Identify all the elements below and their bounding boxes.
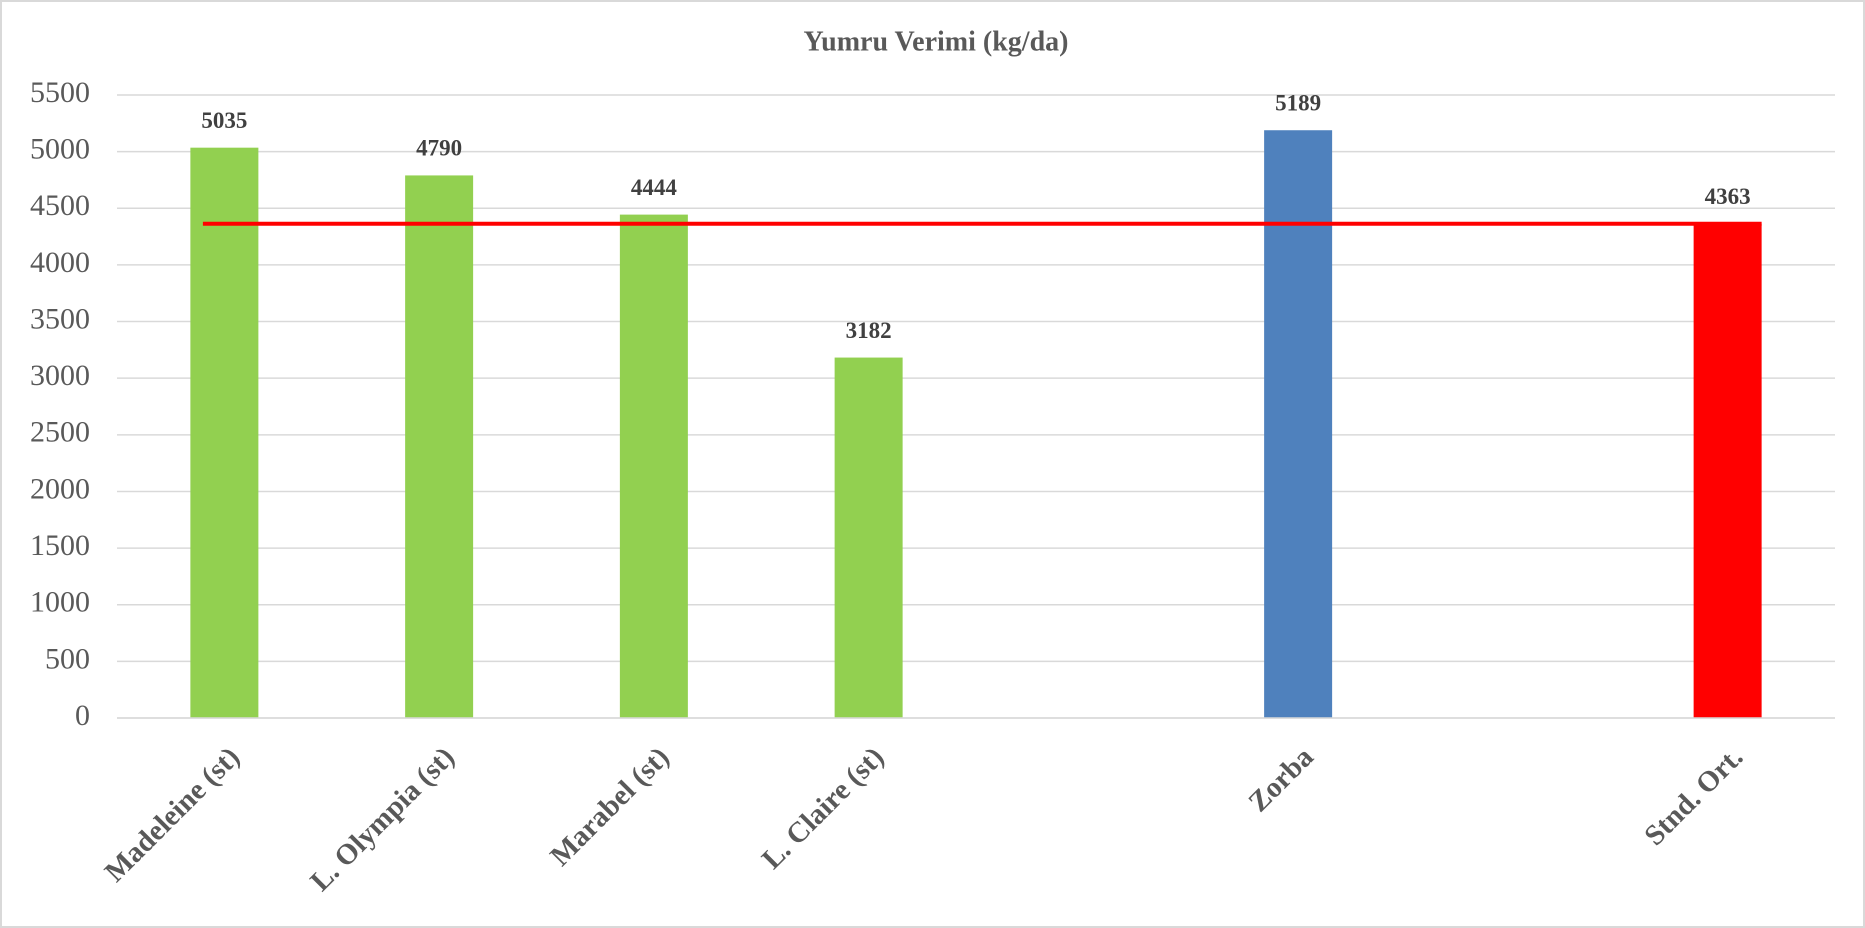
- y-tick-label: 5000: [30, 133, 90, 166]
- y-tick-label: 2500: [30, 416, 90, 449]
- y-tick-label: 3500: [30, 302, 90, 335]
- data-label: 4444: [631, 175, 678, 200]
- y-tick-label: 500: [45, 642, 90, 675]
- bar: [1264, 130, 1333, 719]
- bar: [619, 214, 688, 718]
- y-tick-label: 3000: [30, 359, 90, 392]
- y-tick-label: 5500: [30, 76, 90, 109]
- data-label: 5189: [1275, 91, 1321, 116]
- bar: [834, 357, 903, 718]
- chart-title: Yumru Verimi (kg/da): [803, 26, 1068, 57]
- data-label: 3182: [846, 318, 892, 343]
- bar: [405, 175, 474, 718]
- y-tick-label: 0: [75, 699, 90, 732]
- y-tick-label: 2000: [30, 472, 90, 505]
- bar: [190, 147, 259, 718]
- y-tick-label: 4500: [30, 189, 90, 222]
- data-label: 4363: [1705, 184, 1751, 209]
- y-tick-label: 4000: [30, 246, 90, 279]
- data-label: 4790: [416, 136, 462, 161]
- y-tick-label: 1000: [30, 586, 90, 619]
- bar: [1693, 223, 1762, 719]
- data-label: 5035: [201, 108, 247, 133]
- y-tick-label: 1500: [30, 529, 90, 562]
